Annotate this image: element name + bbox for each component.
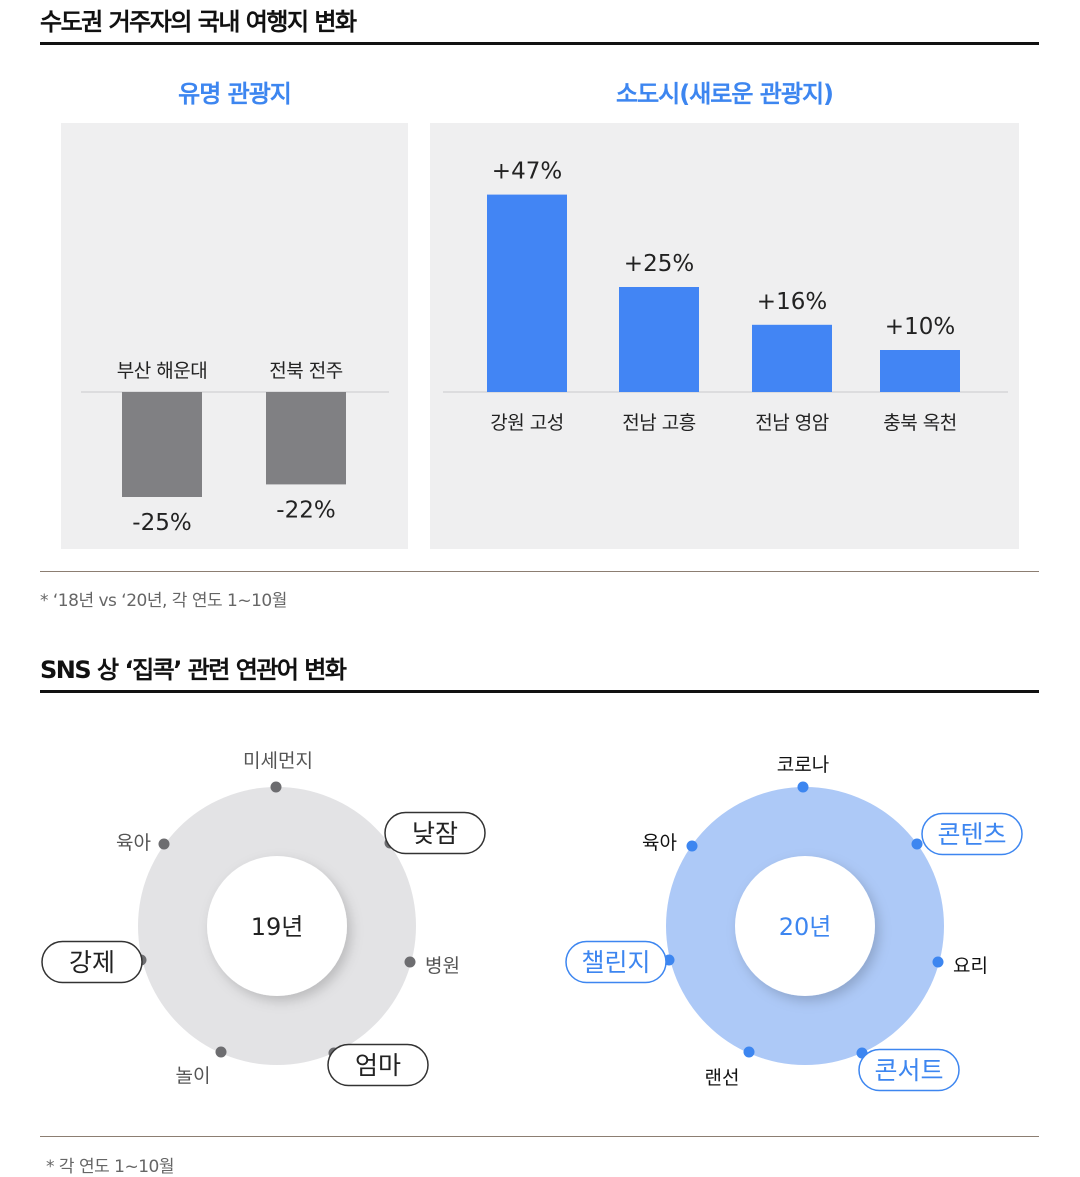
keyword-label: 육아	[116, 832, 151, 854]
keyword-dot	[215, 1046, 227, 1058]
keyword-dot	[932, 956, 944, 968]
bar	[619, 287, 699, 392]
keyword-dot	[686, 840, 698, 852]
keyword-pill	[565, 940, 667, 984]
year-label: 19년	[251, 913, 304, 941]
section2-divider	[40, 1136, 1039, 1137]
value-label: +10%	[885, 314, 955, 340]
category-label: 전남 고흥	[622, 412, 695, 434]
famous-spots-chart: 부산 해운대 -25% 전북 전주 -22%	[81, 360, 389, 536]
keyword-dot	[911, 838, 923, 850]
value-label: -22%	[276, 497, 335, 523]
ring-center	[735, 856, 875, 996]
keyword-dot	[797, 781, 809, 793]
keyword-label: 콘서트	[874, 1056, 943, 1085]
section2-footnote: * 각 연도 1~10월	[46, 1157, 174, 1177]
keyword-label: 챌린지	[581, 948, 650, 977]
bar	[487, 194, 567, 392]
section1-divider	[40, 571, 1039, 572]
keyword-label: 미세먼지	[243, 750, 313, 772]
keyword-dot	[158, 838, 170, 850]
keyword-pill	[858, 1048, 960, 1092]
keyword-label: 육아	[642, 832, 677, 854]
keyword-label: 코로나	[777, 754, 829, 776]
small-cities-title: 소도시(새로운 관광지)	[615, 80, 834, 108]
keyword-label: 랜선	[705, 1067, 740, 1089]
small-cities-chart: 강원 고성 +47% 전남 고흥 +25% 전남 영암 +16% 충북 옥천 +10%	[443, 159, 1008, 434]
keyword-label: 강제	[69, 948, 115, 977]
keyword-label: 콘텐츠	[937, 820, 1006, 849]
section2-title: SNS 상 ‘집콕’ 관련 연관어 변화	[40, 656, 347, 684]
bar	[266, 392, 346, 485]
value-label: -25%	[132, 510, 191, 536]
keyword-pill	[327, 1043, 429, 1087]
keyword-label: 엄마	[355, 1051, 401, 1080]
section1-rule	[40, 42, 1039, 45]
keyword-pill	[384, 811, 486, 855]
famous-spots-panel: 부산 해운대 -25% 전북 전주 -22%	[61, 123, 408, 549]
keyword-label: 병원	[425, 955, 460, 977]
bar	[880, 350, 960, 392]
category-label: 전북 전주	[269, 360, 342, 382]
keyword-label: 낮잠	[412, 819, 458, 848]
category-label: 전남 영암	[755, 412, 828, 434]
keyword-pill	[41, 940, 143, 984]
keyword-label: 놀이	[176, 1065, 211, 1087]
famous-spots-title: 유명 관광지	[178, 80, 292, 108]
keyword-dot	[270, 781, 282, 793]
value-label: +47%	[492, 159, 562, 185]
category-label: 부산 해운대	[117, 360, 207, 382]
category-label: 강원 고성	[490, 412, 563, 434]
bar	[752, 324, 832, 392]
year-label: 20년	[779, 913, 832, 941]
keyword-label: 요리	[953, 955, 988, 977]
keyword-dot	[404, 956, 416, 968]
category-label: 충북 옥천	[883, 412, 956, 434]
value-label: +16%	[757, 289, 827, 315]
keyword-pill	[921, 812, 1023, 856]
bar	[122, 392, 202, 497]
section1-title: 수도권 거주자의 국내 여행지 변화	[40, 8, 357, 36]
ring-center	[207, 856, 347, 996]
section2-rule	[40, 690, 1039, 693]
keyword-dot	[743, 1046, 755, 1058]
value-label: +25%	[624, 251, 694, 277]
small-cities-panel: 강원 고성 +47% 전남 고흥 +25% 전남 영암 +16% 충북 옥천 +10%	[430, 123, 1019, 549]
section1-footnote: * ‘18년 vs ‘20년, 각 연도 1~10월	[40, 591, 287, 611]
